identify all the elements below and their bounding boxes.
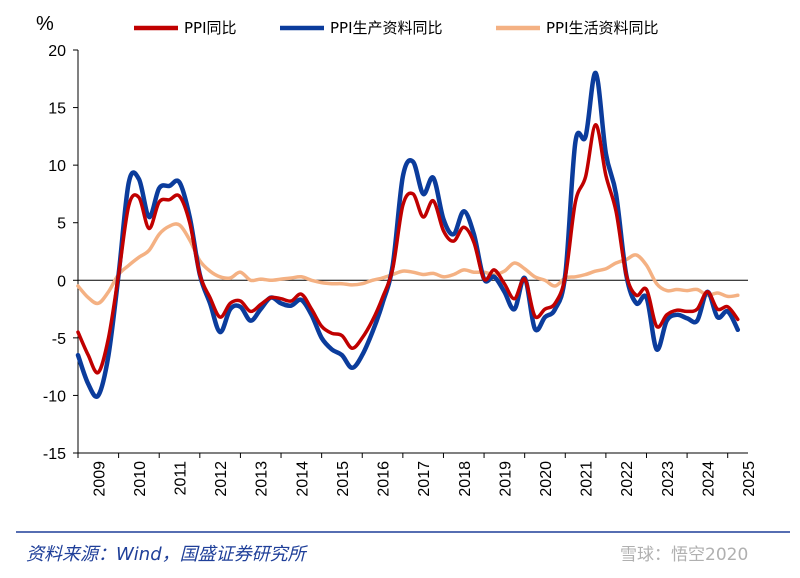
x-tick-label: 2021 [579,461,596,497]
series-line-2 [75,70,741,399]
y-tick-label: 20 [48,43,66,60]
y-tick-label: -15 [43,446,66,463]
y-axis-unit-label: % [36,13,54,35]
chart-axes: -15 -10 -5 0 5 10 15 20 2009 2010 2011 2012 2013 2014… [43,43,758,497]
chart-legend: PPI同比 PPI生产资料同比 PPI生活资料同比 [134,19,659,37]
x-tick-label: 2010 [132,461,149,497]
series-line-1 [76,123,740,375]
x-tick-label: 2022 [619,461,636,497]
y-tick-label: 0 [57,273,66,290]
y-tick-label: 5 [57,216,66,233]
plot-area [75,70,741,399]
x-tick-label: 2019 [497,461,514,497]
x-tick-label: 2012 [213,461,230,497]
legend-label-2: PPI生产资料同比 [330,19,443,37]
y-tick-label: -10 [43,388,66,405]
y-tick-label: -5 [52,331,66,348]
x-tick-label: 2025 [741,461,758,497]
x-tick-label: 2011 [173,461,190,496]
y-tick-label: 15 [48,101,66,118]
x-tick-label: 2013 [254,461,271,497]
x-tick-label: 2023 [660,461,677,497]
x-tick-label: 2014 [294,461,311,497]
x-tick-label: 2016 [376,461,393,497]
x-tick-label: 2009 [91,461,108,497]
x-tick-label: 2015 [335,461,352,497]
x-tick-label: 2024 [700,461,717,497]
y-tick-label: 10 [48,158,66,175]
x-tick-label: 2017 [416,461,433,497]
x-tick-label: 2020 [538,461,555,497]
legend-label-1: PPI同比 [184,19,237,37]
x-tick-label: 2018 [457,461,474,497]
source-note: 资料来源：Wind，国盛证券研究所 [26,544,309,565]
legend-label-3: PPI生活资料同比 [546,19,659,37]
watermark: 雪球：悟空2020 [620,545,748,565]
series-line-3 [76,222,740,306]
